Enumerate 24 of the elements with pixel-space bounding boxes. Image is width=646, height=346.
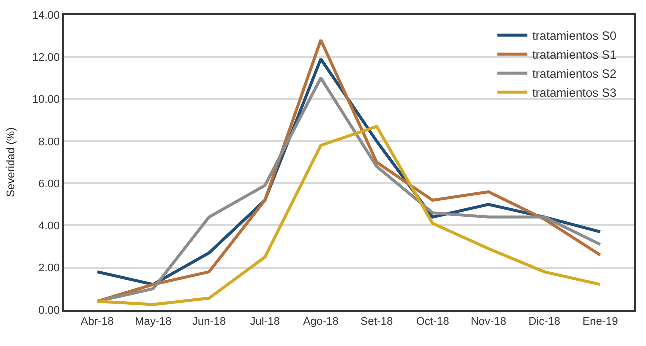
x-tick-label: May-18 [135,316,172,328]
y-tick-label: 0.00 [38,304,60,317]
x-tick-label: Nov-18 [470,316,506,328]
legend-label: tratamientos S2 [532,67,617,82]
y-tick-label: 6.00 [38,178,60,190]
x-tick-label: Dic-18 [528,316,560,328]
legend-label: tratamientos S3 [532,86,617,100]
y-axis-title: Severidad (%) [6,128,18,198]
y-tick-label: 12.00 [32,52,60,64]
x-tick-label: Jun-18 [192,316,226,328]
legend-label: tratamientos S1 [532,48,617,62]
y-tick-label: 2.00 [38,262,60,275]
legend-label: tratamientos S0 [532,29,617,44]
x-tick-label: Jul-18 [250,316,280,328]
y-tick-label: 14.00 [32,10,60,22]
line-series [96,125,602,306]
x-tick-label: Ene-19 [582,316,618,328]
x-tick-label: Set-18 [360,316,394,328]
y-tick-label: 10.00 [32,94,60,106]
y-tick-label: 8.00 [38,136,60,148]
x-tick-label: Oct-18 [416,316,450,328]
x-tick-label: Ago-18 [303,316,339,328]
y-tick-label: 4.00 [38,220,60,233]
x-tick-label: Abr-18 [81,316,114,328]
